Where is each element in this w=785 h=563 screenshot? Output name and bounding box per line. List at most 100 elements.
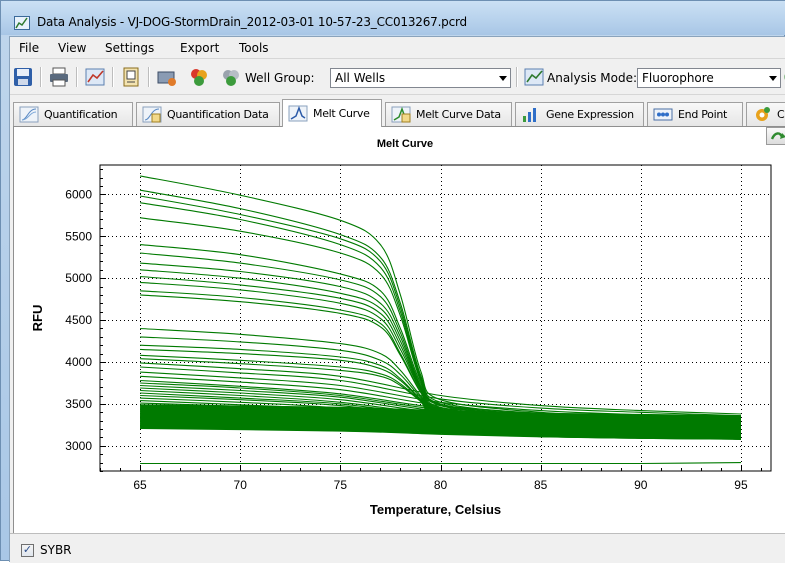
toolbar-separator [76, 67, 78, 87]
chart-title: Melt Curve [376, 138, 434, 150]
menu-bar: File View Settings Export Tools [10, 37, 785, 59]
tab-label: Melt Curve [313, 107, 370, 120]
melt-curve-line [140, 409, 742, 422]
print-icon[interactable] [48, 66, 72, 90]
quantification-icon [19, 106, 39, 123]
end-point-icon [653, 106, 673, 123]
y-tick-label: 4000 [65, 355, 92, 369]
analysis-mode-label: Analysis Mode: [547, 71, 637, 85]
melt-curve-line [140, 405, 742, 418]
menu-settings[interactable]: Settings [105, 41, 155, 55]
tab-custom-data[interactable]: Cu [746, 102, 785, 126]
menu-view[interactable]: View [58, 41, 87, 55]
save-icon[interactable] [12, 66, 36, 90]
x-tick-label: 65 [133, 478, 147, 492]
melt-curve-line [140, 462, 742, 465]
tab-quantification-data[interactable]: Quantification Data [136, 102, 280, 126]
tab-end-point[interactable]: End Point [647, 102, 743, 126]
plate-icon[interactable] [156, 66, 180, 90]
tab-label: End Point [678, 108, 728, 121]
x-tick-label: 95 [734, 478, 748, 492]
melt-curve-line [140, 427, 742, 440]
tab-gene-expression[interactable]: Gene Expression [515, 102, 644, 126]
melt-curve-line [140, 415, 742, 428]
melt-curve-line [140, 425, 742, 438]
chart-options-button[interactable] [766, 127, 785, 145]
menu-tools[interactable]: Tools [239, 41, 269, 55]
gene-expression-icon [521, 106, 541, 123]
report-icon[interactable] [120, 66, 144, 90]
melt-curve-line [140, 421, 742, 434]
y-tick-label: 3500 [65, 397, 92, 411]
melt-curve-chart[interactable]: 65 70 75 80 85 90 95 3000 3500 4000 4500 5000 5500 60… [14, 127, 785, 533]
well-group-icon[interactable] [188, 66, 212, 90]
y-tick-label: 3000 [65, 439, 92, 453]
melt-curve-line [140, 411, 742, 424]
quantification-data-icon [142, 106, 162, 123]
melt-curve-icon [288, 105, 308, 122]
x-tick-label: 85 [534, 478, 548, 492]
toolbar-separator [148, 67, 150, 87]
y-tick-label: 4500 [65, 313, 92, 327]
sybr-checkbox[interactable]: ✓ [21, 544, 34, 557]
melt-curve-line [140, 422, 742, 435]
toolbar-separator [516, 67, 518, 87]
chevron-down-icon [499, 76, 507, 81]
melt-curve-line [140, 426, 742, 439]
x-tick-label: 90 [634, 478, 648, 492]
melt-curve-line [140, 410, 742, 423]
melt-curve-line [140, 420, 742, 433]
toolbar: Well Group: All Wells Analysis Mode: Flu… [10, 59, 785, 95]
melt-curve-line [140, 418, 742, 431]
x-tick-label: 75 [334, 478, 348, 492]
melt-curve-line [140, 417, 742, 430]
melt-curve-line [140, 407, 742, 420]
window-title: Data Analysis - VJ-DOG-StormDrain_2012-0… [37, 15, 467, 29]
chart-settings-icon[interactable] [84, 66, 108, 90]
tab-quantification[interactable]: Quantification [13, 102, 133, 126]
well-group-value: All Wells [335, 71, 386, 85]
melt-curve-line [140, 404, 742, 417]
tab-melt-curve-data[interactable]: Melt Curve Data [385, 102, 512, 126]
melt-curve-line [140, 362, 742, 415]
well-group-select[interactable]: All Wells [330, 68, 511, 88]
analysis-mode-icon[interactable] [523, 66, 547, 90]
axis-layer: 65 70 75 80 85 90 95 3000 3500 4000 4500 5000 5500 60… [30, 169, 762, 517]
tab-label: Quantification [44, 108, 118, 121]
melt-curve-line [140, 424, 742, 437]
fluorophore-legend-bar: ✓ SYBR [10, 533, 785, 563]
melt-curve-chart-panel[interactable]: 65 70 75 80 85 90 95 3000 3500 4000 4500 5000 5500 60… [13, 126, 785, 562]
chevron-down-icon [769, 76, 777, 81]
y-axis-title: RFU [30, 305, 45, 332]
melt-curve-line [140, 366, 742, 417]
sybr-label: SYBR [40, 543, 72, 557]
melt-curve-line [140, 416, 742, 429]
menu-file[interactable]: File [19, 41, 40, 55]
melt-curve-line [140, 408, 742, 421]
x-tick-label: 80 [434, 478, 448, 492]
tab-melt-curve[interactable]: Melt Curve [282, 99, 382, 127]
menu-export[interactable]: Export [180, 41, 220, 55]
y-tick-label: 6000 [65, 187, 92, 201]
melt-curve-line [140, 406, 742, 419]
x-tick-label: 70 [234, 478, 248, 492]
custom-data-icon [752, 106, 772, 123]
y-tick-label: 5500 [65, 229, 92, 243]
curve-layer [139, 175, 742, 465]
analysis-mode-value: Fluorophore [642, 71, 714, 85]
melt-curve-line [140, 419, 742, 432]
melt-curve-line [140, 413, 742, 426]
main-area: File View Settings Export Tools [9, 36, 785, 563]
x-axis-title: Temperature, Celsius [370, 502, 501, 517]
toolbar-separator [112, 67, 114, 87]
tab-label: Cu [777, 108, 785, 121]
analysis-mode-select[interactable]: Fluorophore [637, 68, 781, 88]
well-group-settings-icon[interactable] [220, 66, 244, 90]
tab-label: Melt Curve Data [416, 108, 501, 121]
melt-curve-line [140, 423, 742, 436]
melt-curve-data-icon [391, 106, 411, 123]
y-tick-label: 5000 [65, 271, 92, 285]
tab-label: Gene Expression [546, 108, 634, 121]
title-bar: Data Analysis - VJ-DOG-StormDrain_2012-0… [1, 1, 785, 35]
